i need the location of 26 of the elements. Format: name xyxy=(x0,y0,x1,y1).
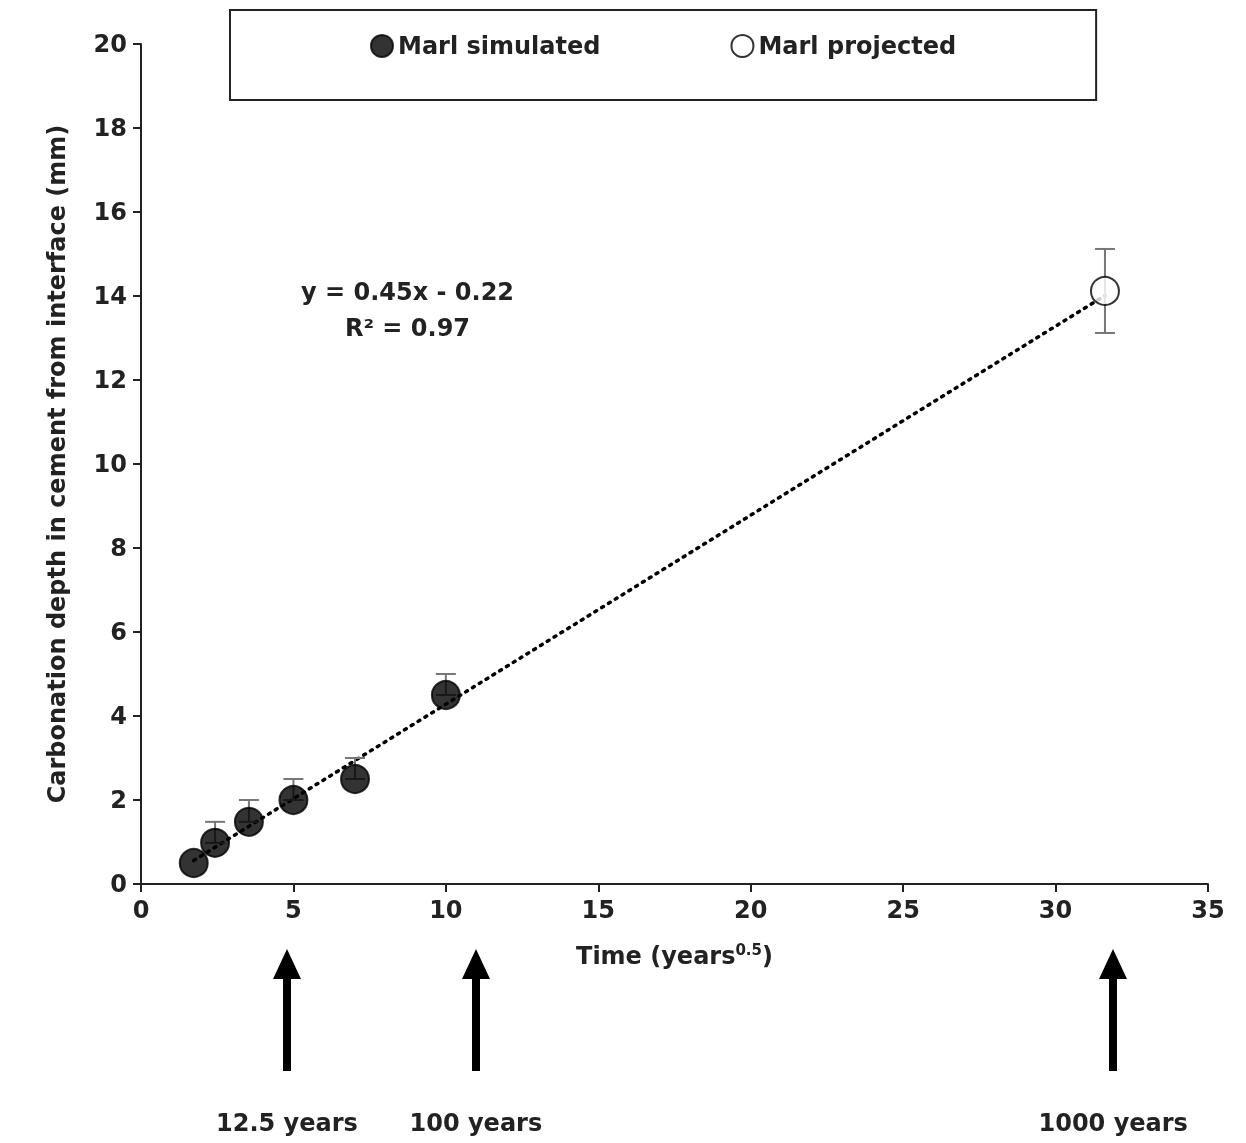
x-tick-label: 5 xyxy=(285,896,302,924)
y-tick-label: 16 xyxy=(93,198,127,226)
y-tick-label: 18 xyxy=(93,114,127,142)
y-axis-title: Carbonation depth in cement from interface (mm) xyxy=(43,124,71,804)
x-tick-label: 20 xyxy=(734,896,768,924)
text: 12.5 years xyxy=(216,1109,358,1137)
x-tick-label: 0 xyxy=(132,896,150,924)
y-tick-label: 4 xyxy=(110,702,127,730)
y-tick-label: 6 xyxy=(110,618,127,646)
y-tick-label: 8 xyxy=(110,534,127,562)
legend-label: Marl simulated xyxy=(398,32,601,60)
x-tick-label: 35 xyxy=(1191,896,1225,924)
x-tick-label: 15 xyxy=(581,896,615,924)
x-tick-label: 25 xyxy=(886,896,920,924)
y-tick-label: 10 xyxy=(93,450,127,478)
y-tick-label: 2 xyxy=(110,786,127,814)
x-tick-label: 10 xyxy=(429,896,463,924)
x-tick-label: 30 xyxy=(1038,896,1073,924)
y-tick-label: 20 xyxy=(93,30,127,58)
text: 1000 years xyxy=(1038,1109,1188,1137)
y-tick-label: 12 xyxy=(93,366,127,394)
text: 100 years xyxy=(409,1109,543,1137)
annotation: y = 0.45x - 0.22 R² = 0.97 xyxy=(301,277,515,344)
y-tick-label: 0 xyxy=(110,870,127,898)
legend-label: Marl projected xyxy=(758,32,957,60)
y-tick-label: 14 xyxy=(93,282,127,310)
